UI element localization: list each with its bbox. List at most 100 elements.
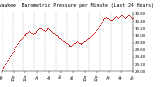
Point bbox=[11, 51, 14, 53]
Point bbox=[13, 48, 16, 50]
Point bbox=[115, 15, 118, 17]
Point bbox=[64, 42, 67, 43]
Point bbox=[47, 27, 50, 28]
Point bbox=[5, 62, 8, 63]
Point bbox=[37, 28, 40, 30]
Point bbox=[126, 15, 129, 17]
Point bbox=[109, 19, 111, 20]
Point bbox=[100, 21, 103, 23]
Point bbox=[59, 38, 62, 39]
Point bbox=[14, 47, 17, 48]
Point bbox=[45, 28, 48, 30]
Point bbox=[99, 24, 101, 25]
Point bbox=[124, 17, 127, 18]
Point bbox=[123, 17, 126, 18]
Point bbox=[3, 65, 6, 66]
Point bbox=[10, 53, 13, 54]
Point bbox=[86, 38, 88, 40]
Point bbox=[82, 41, 84, 43]
Point bbox=[57, 36, 60, 38]
Point bbox=[88, 37, 90, 38]
Point bbox=[113, 17, 116, 18]
Point bbox=[54, 34, 57, 35]
Point bbox=[120, 15, 122, 16]
Point bbox=[51, 31, 53, 33]
Point bbox=[128, 14, 130, 15]
Point bbox=[32, 33, 34, 35]
Point bbox=[42, 29, 44, 30]
Point bbox=[75, 41, 77, 43]
Point bbox=[25, 33, 28, 34]
Point bbox=[118, 16, 120, 18]
Point bbox=[58, 37, 61, 38]
Point bbox=[64, 41, 66, 43]
Point bbox=[105, 16, 108, 18]
Point bbox=[0, 69, 3, 70]
Point bbox=[1, 68, 4, 69]
Point bbox=[44, 30, 46, 32]
Point bbox=[125, 16, 128, 18]
Point bbox=[66, 43, 69, 45]
Point bbox=[44, 29, 47, 31]
Point bbox=[34, 31, 37, 33]
Point bbox=[89, 35, 92, 37]
Point bbox=[129, 15, 131, 16]
Point bbox=[95, 30, 97, 31]
Point bbox=[54, 33, 56, 35]
Point bbox=[107, 18, 109, 19]
Point bbox=[24, 33, 27, 35]
Point bbox=[49, 29, 52, 31]
Point bbox=[104, 17, 107, 18]
Point bbox=[69, 46, 72, 47]
Point bbox=[62, 40, 64, 41]
Point bbox=[117, 17, 119, 18]
Point bbox=[94, 31, 96, 33]
Point bbox=[114, 16, 117, 18]
Point bbox=[28, 30, 30, 32]
Point bbox=[77, 42, 80, 43]
Point bbox=[112, 18, 115, 19]
Point bbox=[12, 50, 15, 51]
Point bbox=[67, 44, 70, 46]
Point bbox=[27, 31, 29, 33]
Point bbox=[99, 23, 102, 24]
Point bbox=[20, 37, 23, 39]
Point bbox=[88, 36, 91, 38]
Point bbox=[110, 19, 113, 20]
Point bbox=[56, 35, 59, 37]
Point bbox=[61, 39, 63, 40]
Point bbox=[84, 40, 86, 41]
Point bbox=[46, 28, 49, 29]
Point bbox=[131, 17, 133, 18]
Point bbox=[22, 35, 25, 36]
Point bbox=[60, 38, 63, 40]
Point bbox=[40, 28, 42, 29]
Point bbox=[76, 41, 79, 43]
Point bbox=[6, 61, 8, 62]
Point bbox=[9, 56, 11, 57]
Point bbox=[121, 15, 124, 17]
Point bbox=[48, 28, 51, 30]
Point bbox=[90, 35, 93, 36]
Point bbox=[108, 18, 110, 20]
Point bbox=[50, 30, 52, 32]
Point bbox=[97, 27, 99, 28]
Point bbox=[96, 28, 98, 30]
Point bbox=[32, 33, 35, 34]
Point bbox=[92, 33, 95, 35]
Point bbox=[93, 33, 96, 34]
Point bbox=[63, 41, 65, 42]
Point bbox=[103, 18, 106, 19]
Point bbox=[26, 32, 29, 33]
Point bbox=[30, 32, 32, 33]
Point bbox=[87, 38, 89, 39]
Point bbox=[101, 20, 104, 21]
Point bbox=[33, 32, 36, 33]
Point bbox=[74, 42, 76, 43]
Point bbox=[52, 32, 54, 33]
Point bbox=[17, 42, 19, 43]
Point bbox=[15, 46, 18, 47]
Point bbox=[81, 42, 84, 43]
Point bbox=[111, 18, 114, 20]
Point bbox=[8, 57, 10, 58]
